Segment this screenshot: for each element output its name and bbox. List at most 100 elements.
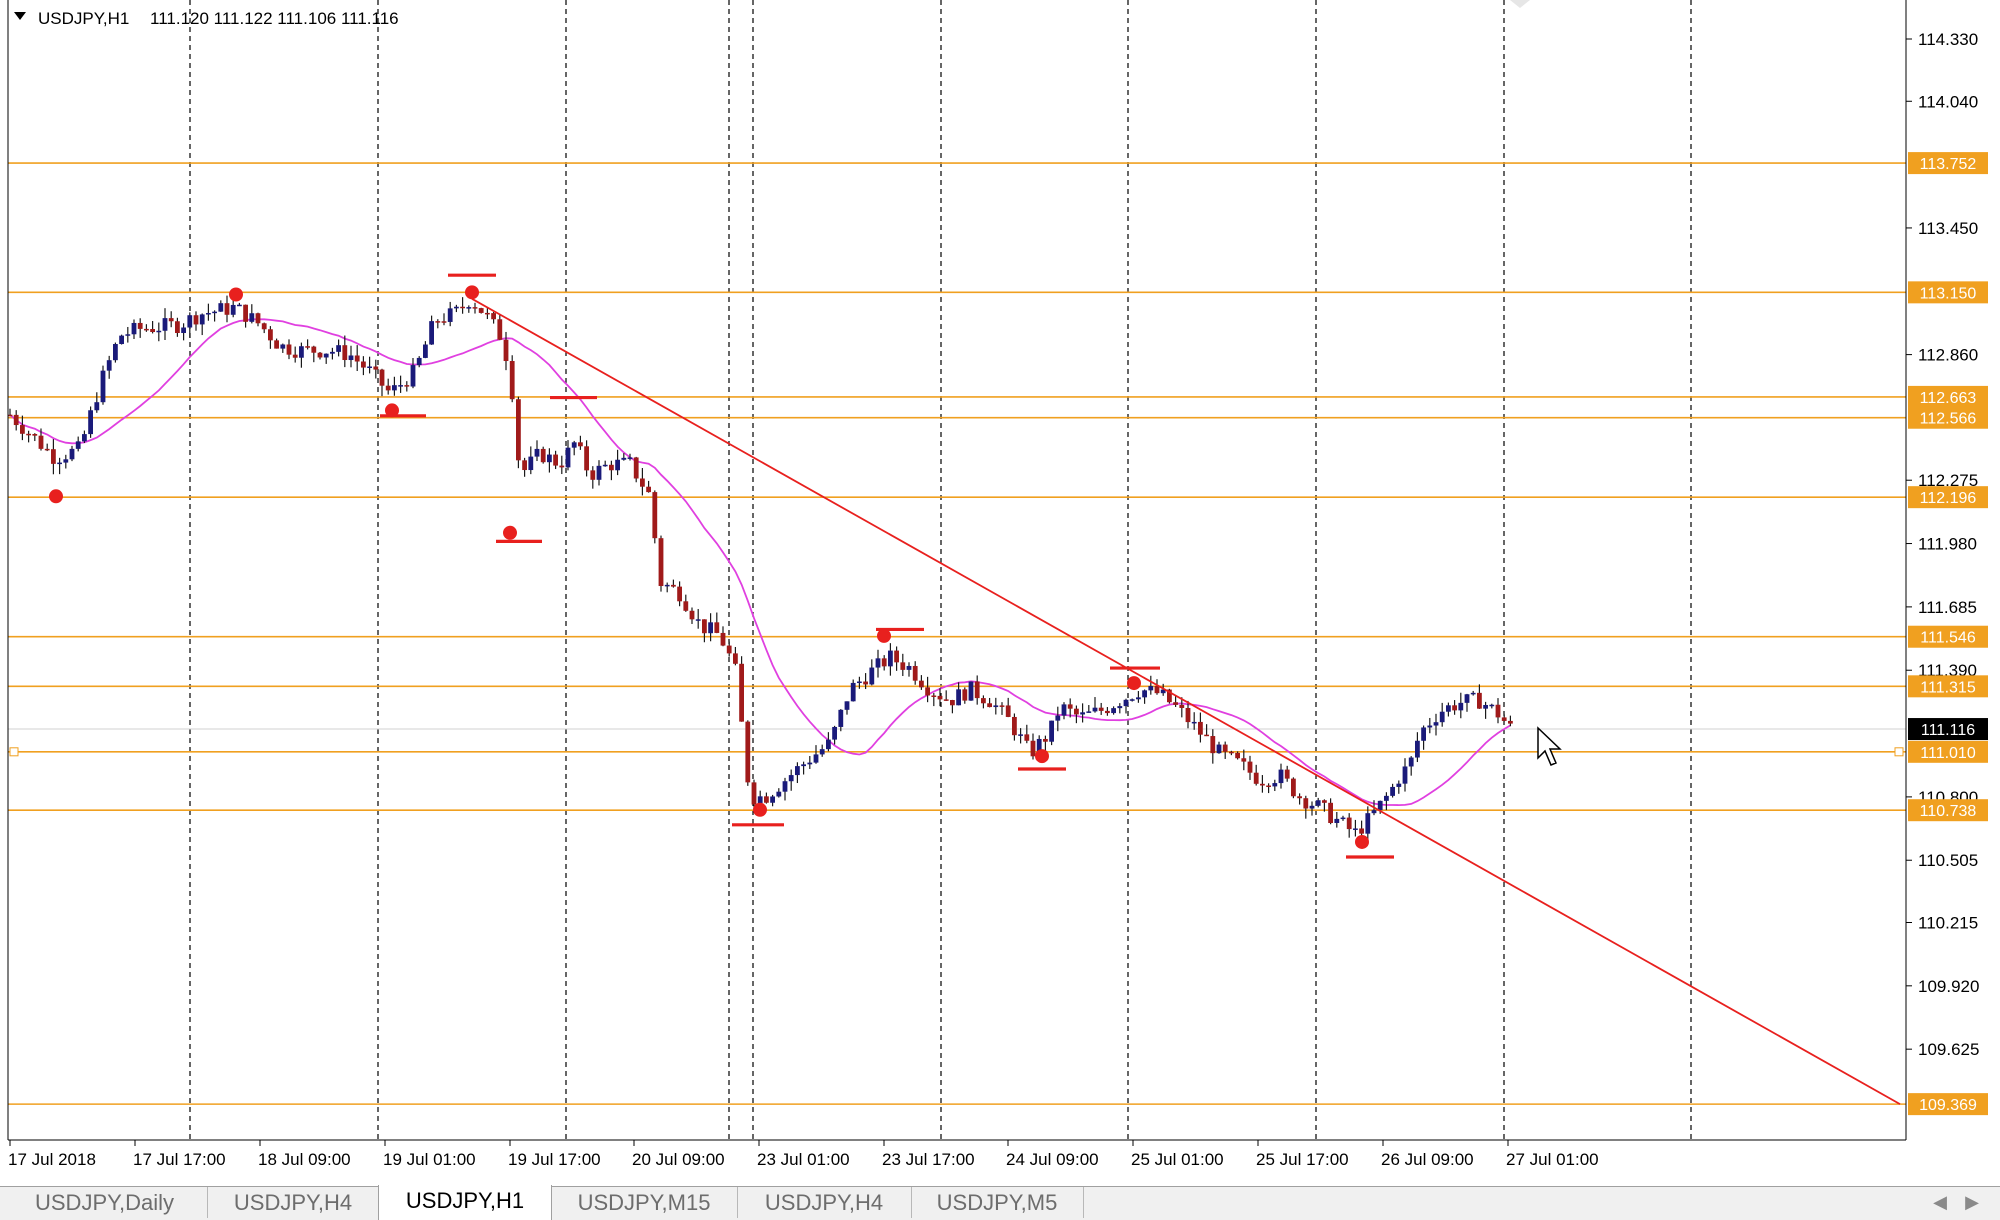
level-tag-label: 111.315 [1920,679,1976,696]
candle-body [999,705,1005,707]
level-tag-label: 113.150 [1920,285,1977,302]
tab-usdjpy-m15[interactable]: USDJPY,M15 [551,1187,738,1218]
line-handle[interactable] [1894,747,1904,757]
candle-body [230,304,236,315]
candle-body [94,402,100,411]
tab-usdjpy-m5[interactable]: USDJPY,M5 [911,1187,1084,1218]
candle-body [571,442,577,448]
candle-body [1204,734,1209,737]
candle-body [1179,704,1185,708]
tab-usdjpy-daily[interactable]: USDJPY,Daily [2,1187,208,1218]
candle-body [627,457,633,459]
level-tag-label: 112.663 [1920,390,1977,407]
candle-body [795,766,800,776]
candle-body [1049,720,1054,742]
price-tick-label: 113.450 [1918,219,1978,238]
candle-body [850,682,856,702]
candle-body [1210,736,1216,754]
candle-body [646,486,651,493]
candle-body [1086,711,1092,713]
candle-body [268,329,273,341]
candle-body [1371,810,1377,814]
candle-body [578,442,583,447]
time-tick-label: 23 Jul 17:00 [882,1150,975,1169]
candle-body [1111,708,1116,714]
chart-canvas[interactable]: 114.330 114.040 113.450 112.860 112.275 111.9… [0,0,2000,1186]
candle-body [1284,769,1290,779]
candle-body [590,470,596,480]
candle-body [1328,802,1333,824]
candle-body [609,464,614,471]
candle-body [497,319,503,340]
level-tag [1908,1093,1988,1116]
candle-body [100,370,106,403]
candle-body [968,681,974,701]
candle-body [44,448,50,451]
candle-body [336,345,341,352]
candle-body [788,775,794,782]
candle-body [51,449,56,464]
chevron-left-icon[interactable]: ◀ [1933,1192,1947,1212]
candle-body [652,492,658,539]
swing-point-marker [877,628,891,643]
candle-body [565,447,571,468]
candle-body [1477,692,1482,709]
candle-body [1297,796,1302,799]
candle-body [838,709,844,727]
trendline-line[interactable] [471,298,1901,1105]
candle-body [677,586,682,602]
candle-body [13,414,19,426]
price-tick-label: 109.920 [1918,977,1979,996]
candle-body [75,441,81,449]
candle-body [1365,813,1371,834]
candle-body [237,304,242,307]
candle-body [1129,699,1135,701]
line-handle[interactable] [9,747,19,757]
horizontal-levels [8,162,1906,1105]
candle-body [1098,707,1104,711]
candle-body [379,369,385,386]
candle-body [1408,757,1414,767]
candle-body [144,328,149,331]
candle-body [1241,758,1247,762]
candle-body [1458,702,1464,711]
price-tick-label: 112.275 [1918,471,1978,490]
candle-body [305,346,310,348]
candle-body [1067,704,1073,709]
candle-body [596,465,602,480]
candle-body [875,658,881,668]
candle-body [299,346,304,358]
candle-body [658,538,664,587]
tab-usdjpy-h4[interactable]: USDJPY,H4 [208,1187,379,1218]
tab-usdjpy-h4-second[interactable]: USDJPY,H4 [737,1187,912,1218]
candle-body [708,622,713,634]
candle-body [323,353,329,358]
candle-body [410,365,416,387]
tab-usdjpy-h1[interactable]: USDJPY,H1 [378,1185,552,1220]
candle-body [330,351,335,354]
candle-body [485,312,490,315]
candle-body [137,322,143,329]
triangle-down-icon[interactable] [14,12,26,20]
candle-body [162,318,168,331]
candle-body [286,344,292,355]
candle-body [1043,738,1048,742]
candle-body [1142,690,1147,698]
time-tick-label: 17 Jul 17:00 [133,1150,226,1169]
candle-body [695,619,701,621]
level-tag [1908,675,1988,698]
candle-body [224,303,230,315]
level-tag-label: 112.566 [1920,411,1977,428]
trendline[interactable] [471,298,1901,1105]
candle-body [1024,734,1030,741]
swing-point-marker [1355,834,1369,849]
chevron-right-icon[interactable]: ▶ [1965,1192,1979,1212]
candle-body [1315,800,1321,806]
candle-body [404,385,410,387]
candle-body [881,658,887,667]
candle-body [1253,772,1259,784]
candle-body [243,304,248,322]
swing-point-marker [503,525,517,540]
candle-body [1092,707,1098,712]
level-tag [1908,281,1988,304]
